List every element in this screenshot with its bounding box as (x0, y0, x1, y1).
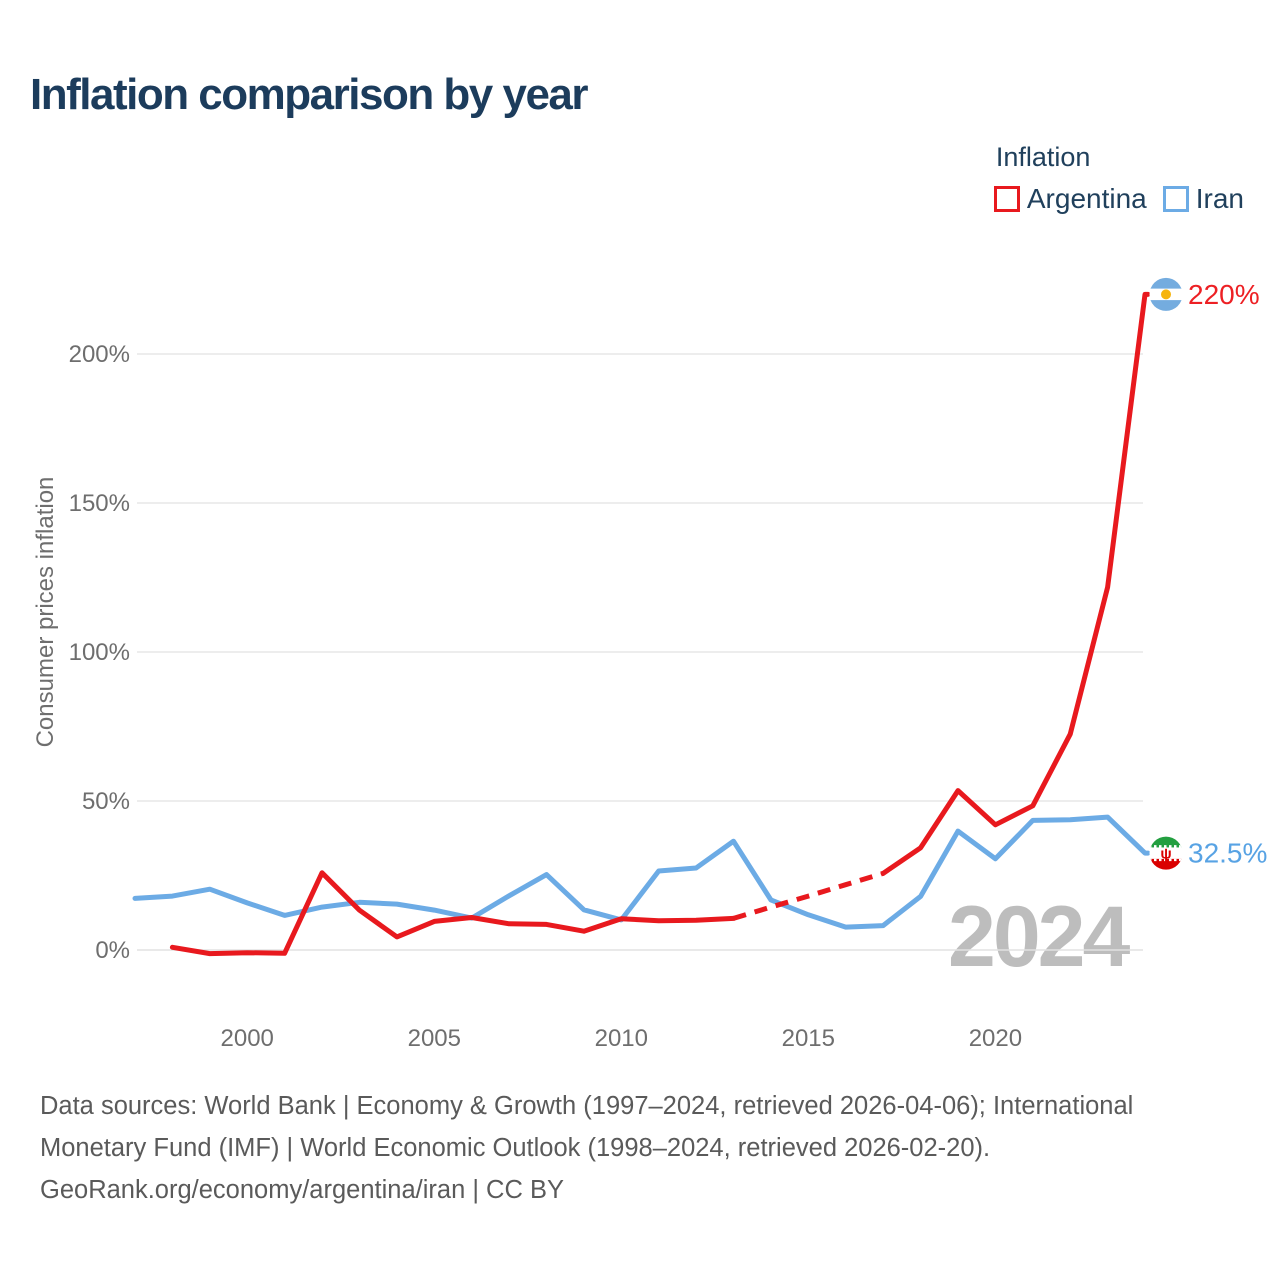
legend-swatch-icon (993, 186, 1020, 212)
legend-swatch-icon (1162, 186, 1189, 212)
y-axis-tick-label: 50% (82, 788, 130, 815)
argentina-line-solid-late (880, 291, 1151, 876)
x-axis-tick-label: 2000 (221, 1025, 274, 1052)
legend: Inflation Argentina Iran (993, 142, 1244, 215)
footer: Data sources: World Bank | Economy & Gro… (40, 1085, 1133, 1211)
legend-item-argentina[interactable]: Argentina (993, 183, 1147, 215)
footer-line-3: GeoRank.org/economy/argentina/iran | CC … (40, 1176, 564, 1204)
page-title: Inflation comparison by year (30, 70, 589, 119)
y-axis-tick-label: 100% (69, 639, 130, 666)
argentina-line-dashed-estimate (732, 871, 884, 921)
x-axis-tick-label: 2010 (595, 1025, 648, 1052)
y-axis-tick-label: 150% (69, 490, 130, 517)
legend-item-label: Iran (1195, 183, 1244, 214)
y-axis-tick-label: 200% (69, 341, 130, 368)
x-axis-tick-label: 2005 (408, 1025, 461, 1052)
iran-end-value-label: 32.5% (1188, 838, 1267, 869)
argentina-flag-icon (1149, 277, 1183, 311)
legend-item-label: Argentina (1026, 183, 1147, 214)
argentina-end-value-label: 220% (1188, 279, 1260, 310)
y-axis-tick-label: 0% (95, 937, 130, 964)
legend-title: Inflation (995, 142, 1091, 172)
legend-items: Argentina Iran (993, 183, 1244, 215)
argentina-line-solid-early (169, 870, 736, 957)
x-axis-tick-label: 2015 (782, 1025, 835, 1052)
svg-text:ψ: ψ (1160, 846, 1171, 863)
iran-line (132, 814, 1151, 930)
x-axis-tick-label: 2020 (969, 1025, 1022, 1052)
legend-item-iran[interactable]: Iran (1162, 183, 1244, 215)
year-watermark: 2024 (948, 889, 1130, 985)
footer-line-2: Monetary Fund (IMF) | World Economic Out… (40, 1134, 991, 1162)
footer-line-1: Data sources: World Bank | Economy & Gro… (40, 1092, 1134, 1120)
iran-flag-icon: ψ (1149, 836, 1183, 870)
